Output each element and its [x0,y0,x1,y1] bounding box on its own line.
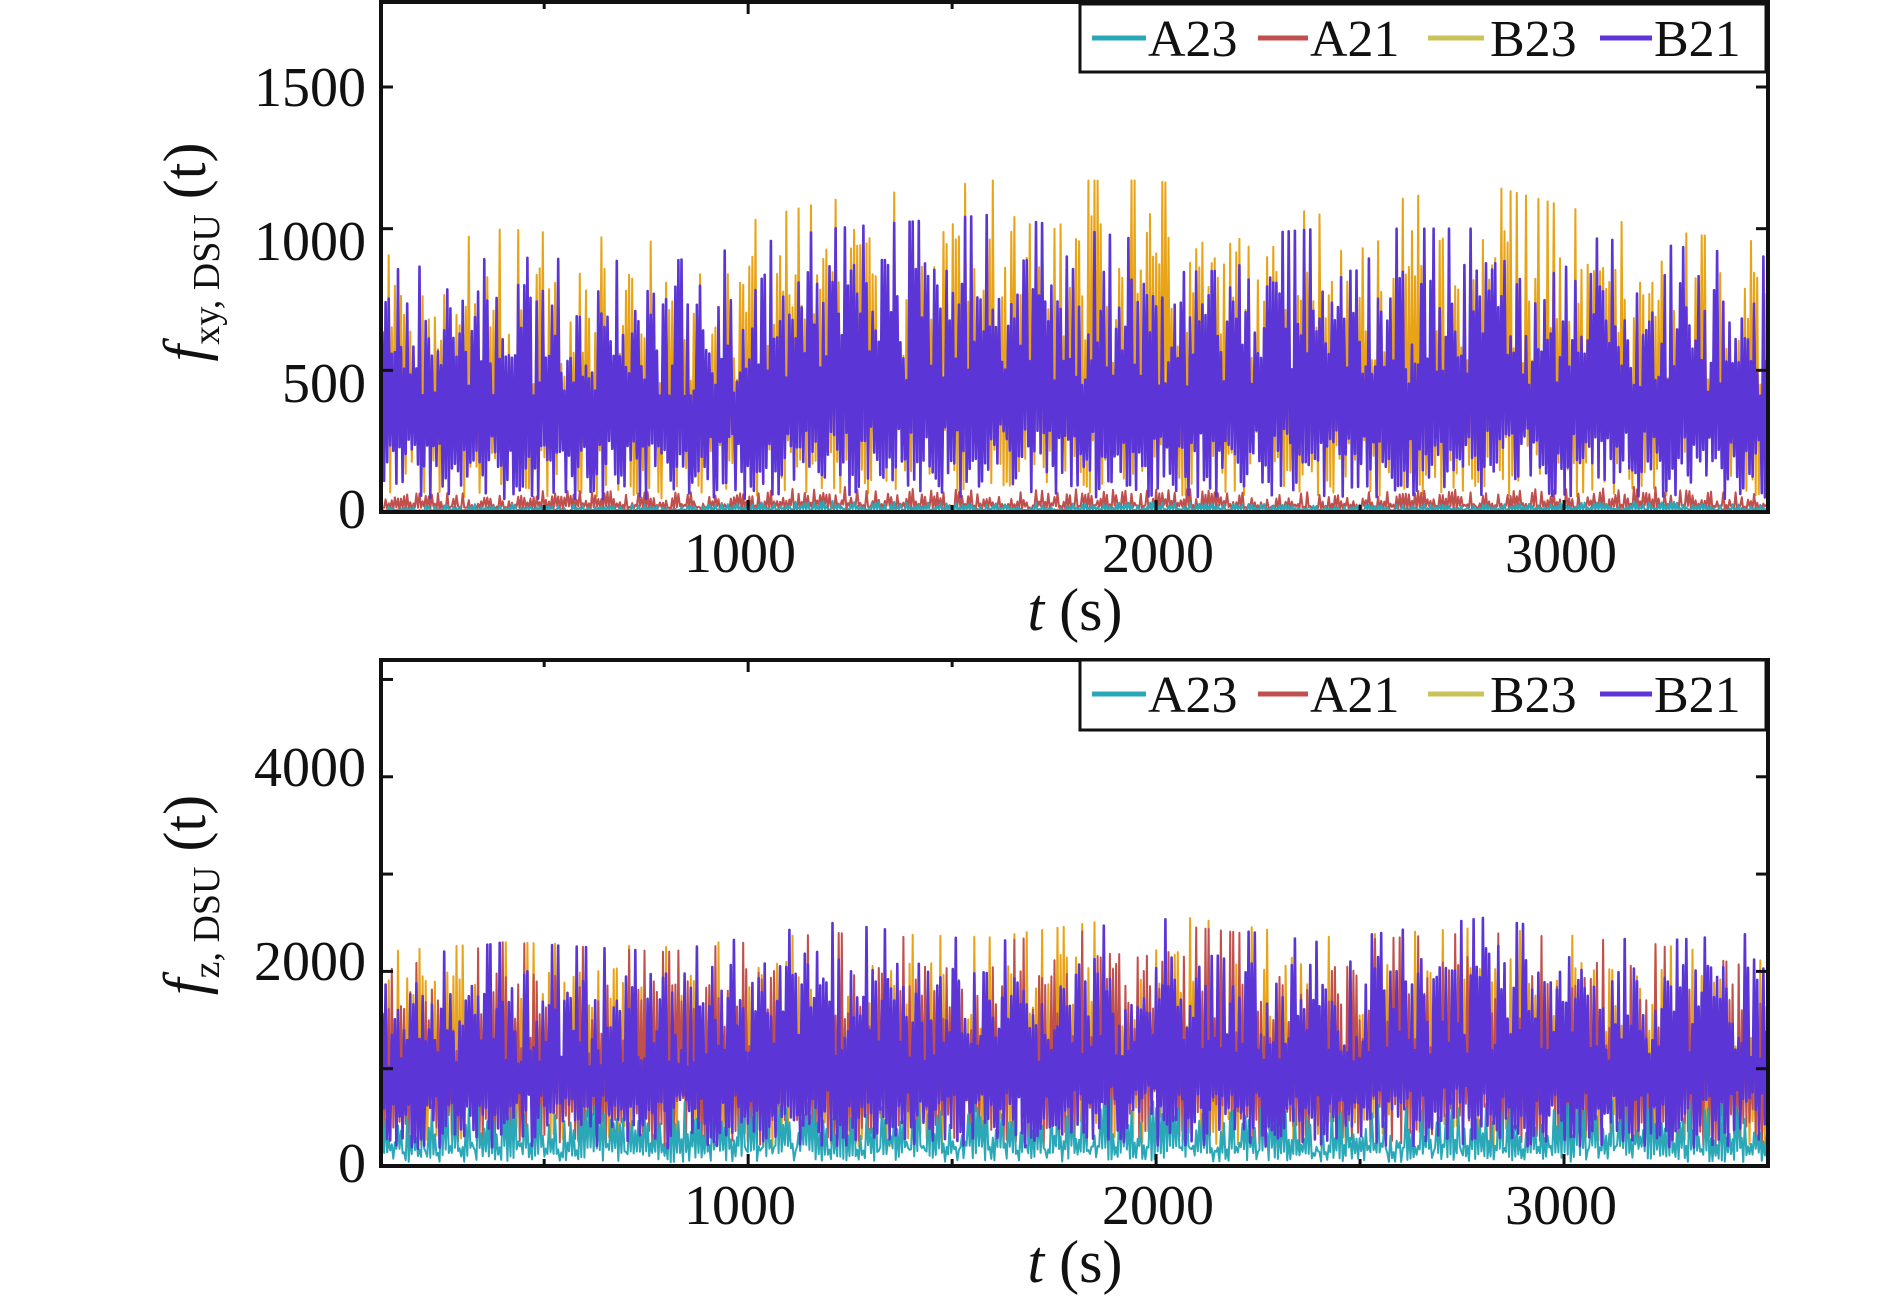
panel-top-fxy: 0 500 1000 1500 1000 2000 3000 t (s) fxy… [152,0,1770,643]
legend-label-a21: A21 [1310,667,1400,724]
legend-label-b21: B21 [1654,667,1741,724]
y-tick-label-0: 0 [338,1133,366,1195]
legend-label-a23: A23 [1148,667,1238,724]
series-line-a23 [381,1092,1768,1164]
series-marks [381,916,1768,1164]
x-axis-title: t (s) [1028,577,1123,643]
y-tick-label-4000: 4000 [254,737,366,799]
y-tick-label-1000: 1000 [254,211,366,273]
legend-label-a23: A23 [1148,11,1238,68]
y-tick-label-0: 0 [338,479,366,541]
x-tick-label-3000: 3000 [1505,523,1617,585]
x-tick-label-3000: 3000 [1505,1175,1617,1237]
y-tick-label-2000: 2000 [254,931,366,993]
legend-label-b23: B23 [1490,11,1577,68]
legend-label-a21: A21 [1310,11,1400,68]
x-tick-label-1000: 1000 [684,1175,796,1237]
legend-label-b21: B21 [1654,11,1741,68]
y-axis-title: fz, DSU (t) [152,795,228,995]
legend: A23 A21 B23 B21 [1078,2,1768,74]
y-tick-label-1500: 1500 [254,57,366,119]
legend: A23 A21 B23 B21 [1078,658,1768,732]
y-axis-title: fxy, DSU (t) [152,143,228,362]
series-line-b21 [381,213,1768,501]
x-tick-label-2000: 2000 [1102,1175,1214,1237]
series-line-b21 [381,916,1768,1151]
plot-frame [379,658,1770,1168]
panel-bottom-fz: 0 2000 4000 1000 2000 3000 t (s) fz, DSU… [152,658,1770,1295]
x-axis-title: t (s) [1028,1229,1123,1295]
x-tick-label-2000: 2000 [1102,523,1214,585]
plot-frame [379,0,1770,514]
legend-label-b23: B23 [1490,667,1577,724]
y-tick-label-500: 500 [282,353,366,415]
x-tick-label-1000: 1000 [684,523,796,585]
